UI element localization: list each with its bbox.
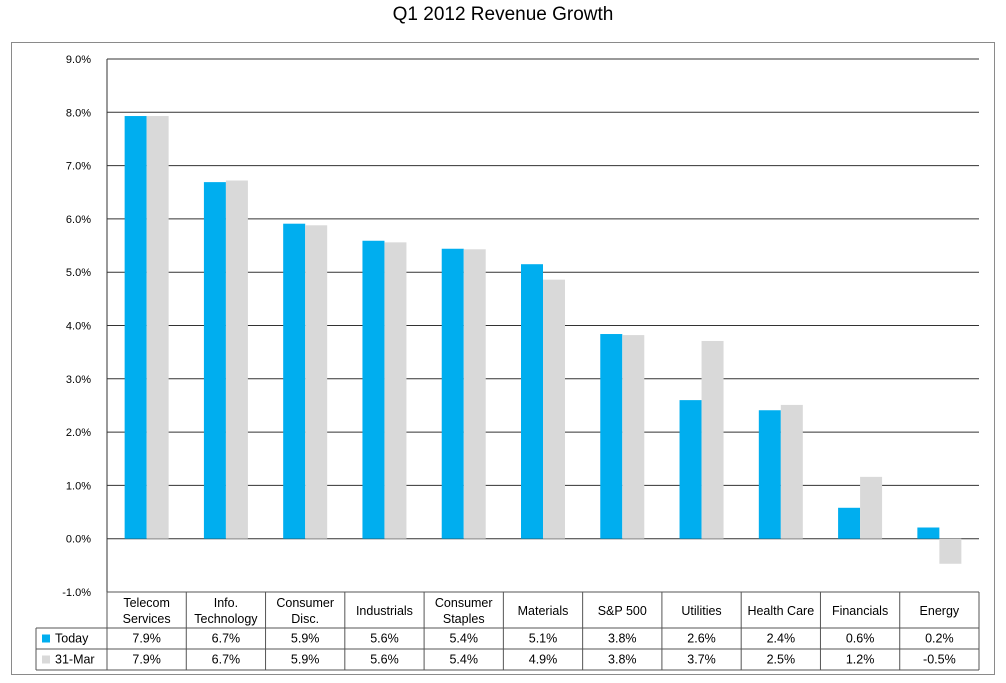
data-label: 0.6%	[846, 632, 875, 646]
y-tick-label: 5.0%	[66, 267, 91, 279]
data-label: 3.8%	[608, 632, 637, 646]
bar-31-mar	[225, 180, 248, 539]
bar-today	[362, 240, 385, 539]
data-label: 1.2%	[846, 653, 875, 667]
bar-today	[521, 264, 543, 539]
data-label: 3.8%	[608, 653, 637, 667]
legend-swatch	[42, 655, 50, 664]
bar-today	[124, 116, 147, 539]
legend-swatch	[42, 634, 50, 643]
bar-today	[600, 334, 623, 539]
data-label: 5.6%	[370, 632, 399, 646]
bar-31-mar	[780, 404, 803, 539]
category-label: Energy	[920, 604, 960, 618]
category-label: Consumer	[276, 596, 334, 610]
chart-title: Q1 2012 Revenue Growth	[392, 4, 614, 25]
category-label: Telecom	[123, 596, 170, 610]
category-label: Info.	[214, 596, 238, 610]
category-label: Staples	[443, 612, 485, 626]
category-label: Health Care	[747, 604, 814, 618]
data-label: 5.1%	[529, 632, 558, 646]
bar-31-mar	[701, 340, 724, 539]
bar-31-mar	[305, 225, 328, 539]
y-tick-label: -1.0%	[62, 587, 91, 599]
data-label: 2.5%	[767, 653, 796, 667]
bar-today	[203, 182, 226, 539]
bar-31-mar	[543, 279, 565, 539]
category-label: Technology	[194, 612, 258, 626]
y-tick-label: 0.0%	[66, 534, 91, 546]
category-label: S&P 500	[598, 604, 647, 618]
data-label: 2.6%	[687, 632, 716, 646]
bar-today	[441, 248, 464, 539]
y-tick-label: 6.0%	[66, 214, 91, 226]
data-label: 7.9%	[132, 653, 161, 667]
y-tick-label: 3.0%	[66, 374, 91, 386]
y-tick-label: 7.0%	[66, 161, 91, 173]
chart-frame	[11, 42, 995, 675]
bar-today	[917, 527, 940, 539]
data-label: 5.9%	[291, 632, 320, 646]
category-label: Industrials	[356, 604, 413, 618]
category-label: Materials	[518, 604, 569, 618]
y-tick-label: 9.0%	[66, 54, 91, 66]
bar-31-mar	[463, 249, 486, 539]
data-label: 5.4%	[449, 653, 478, 667]
category-label: Financials	[832, 604, 888, 618]
data-label: 5.9%	[291, 653, 320, 667]
y-tick-label: 2.0%	[66, 427, 91, 439]
y-tick-label: 8.0%	[66, 107, 91, 119]
bar-31-mar	[146, 116, 169, 539]
bar-today	[679, 400, 702, 539]
category-label: Services	[123, 612, 171, 626]
data-label: 6.7%	[212, 632, 241, 646]
bar-today	[283, 223, 306, 539]
bar-31-mar	[860, 476, 883, 539]
bar-31-mar	[939, 538, 962, 564]
data-label: -0.5%	[923, 653, 956, 667]
data-label: 7.9%	[132, 632, 161, 646]
bar-31-mar	[622, 335, 645, 539]
data-label: 5.4%	[449, 632, 478, 646]
y-tick-label: 1.0%	[66, 480, 91, 492]
bar-today	[758, 410, 781, 539]
data-label: 4.9%	[529, 653, 558, 667]
data-label: 3.7%	[687, 653, 716, 667]
category-label: Consumer	[435, 596, 493, 610]
category-label: Disc.	[291, 612, 319, 626]
data-label: 0.2%	[925, 632, 954, 646]
category-label: Utilities	[681, 604, 721, 618]
legend-label: 31-Mar	[55, 653, 95, 667]
data-label: 2.4%	[767, 632, 796, 646]
data-label: 6.7%	[212, 653, 241, 667]
y-tick-label: 4.0%	[66, 321, 91, 333]
bar-today	[838, 507, 861, 539]
bar-31-mar	[384, 242, 407, 539]
data-label: 5.6%	[370, 653, 399, 667]
legend-label: Today	[55, 632, 89, 646]
